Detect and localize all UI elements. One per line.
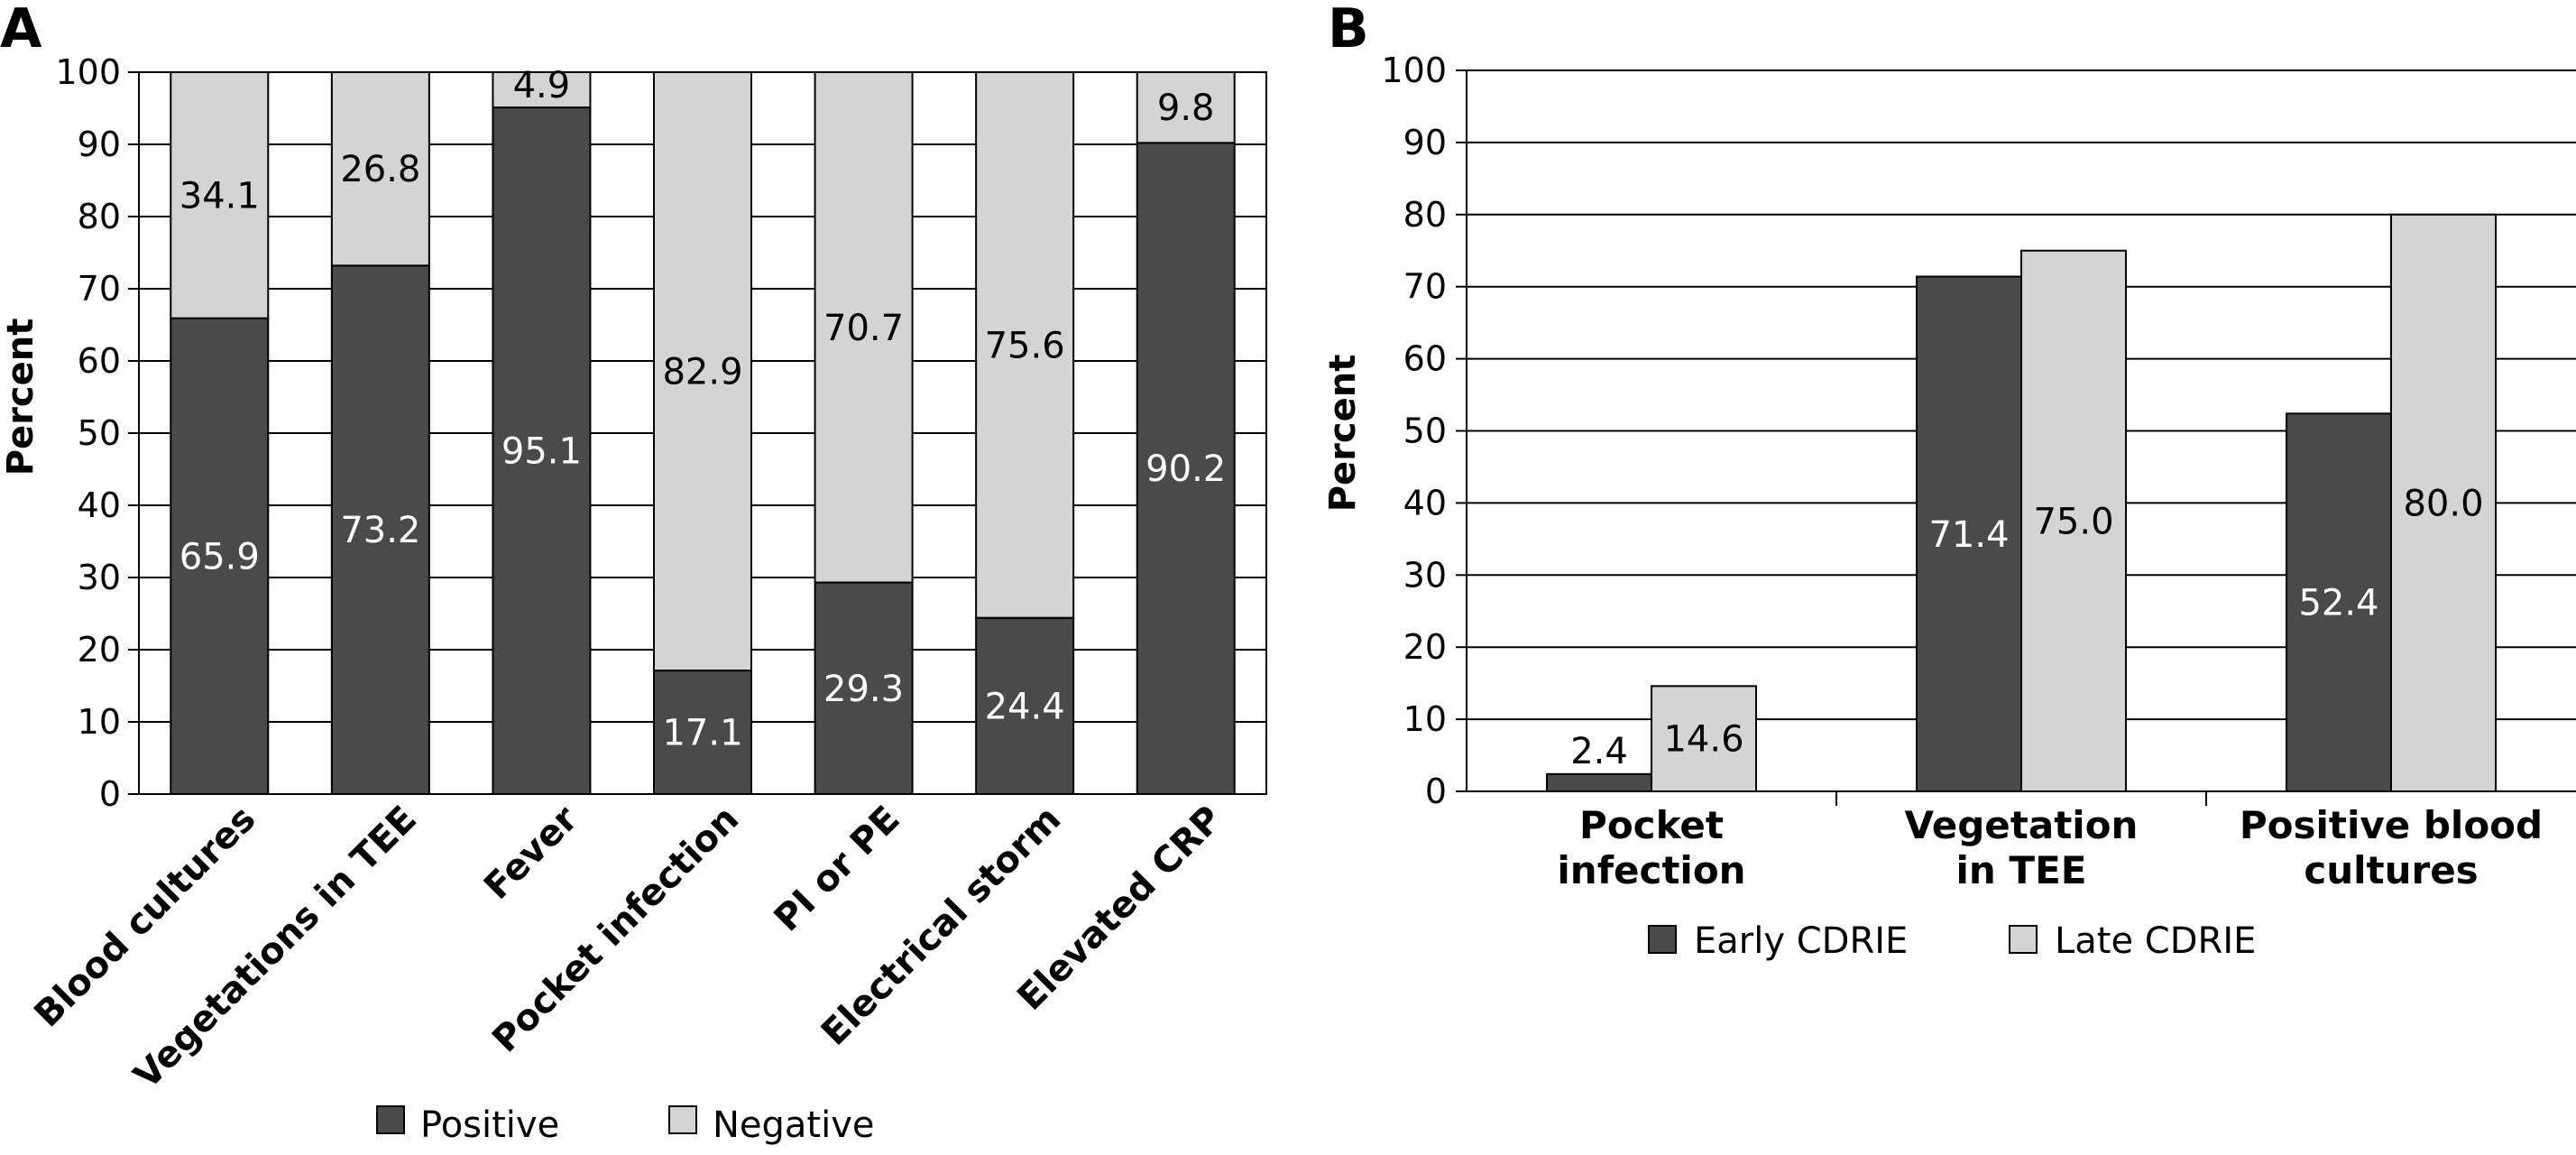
- panel-a-category-label: Vegetations in TEE: [126, 799, 425, 1097]
- panel-a-ytick-label: 100: [55, 52, 121, 92]
- panel-a-data-label-negative: 82.9: [662, 352, 742, 393]
- panel-b-category-label: infection: [1557, 848, 1745, 892]
- panel-a-data-label-negative: 75.6: [985, 325, 1065, 366]
- panel-b: 0 10 20 30 40 50 60 70 80 90 100 2.4 14.6 Pocketinfec…: [1381, 51, 2576, 962]
- panel-a-data-label-negative: 4.9: [513, 65, 571, 106]
- panel-a-ytick-label: 90: [78, 125, 121, 164]
- panel-a-legend-label: Negative: [713, 1104, 875, 1146]
- panel-a-ylabel: Percent: [0, 319, 41, 476]
- panel-b-ytick-label: 30: [1403, 555, 1447, 595]
- panel-a-data-label-positive: 90.2: [1145, 448, 1226, 490]
- panel-b-ytick-label: 20: [1403, 627, 1447, 667]
- panel-b-category-label: Vegetation: [1905, 803, 2139, 847]
- panel-a-ytick-label: 80: [78, 197, 121, 236]
- panel-a-data-label-positive: 73.2: [340, 510, 420, 551]
- panel-b-bar-early: [1916, 275, 2022, 793]
- panel-a-legend-label: Positive: [420, 1104, 559, 1146]
- panel-a-ytick-label: 50: [78, 413, 121, 453]
- panel-b-ytick-label: 50: [1403, 411, 1447, 451]
- panel-a-bar-negative: [653, 71, 752, 672]
- panel-b-ytick-label: 90: [1403, 123, 1447, 162]
- panel-b-legend-swatch: [1648, 925, 1677, 954]
- panel-b-bar-early: [1546, 772, 1652, 792]
- panel-b-category-label: in TEE: [1956, 848, 2087, 892]
- panel-a-bar-positive: [330, 264, 430, 795]
- panel-b-data-label: 75.0: [2033, 501, 2113, 542]
- panel-b-category-label: cultures: [2304, 848, 2478, 892]
- panel-b-category-label: Pocket: [1579, 803, 1724, 847]
- panel-b-legend-label: Early CDRIE: [1694, 920, 1908, 962]
- panel-a-data-label-positive: 65.9: [179, 536, 260, 578]
- panel-a-bar-positive: [653, 670, 752, 796]
- panel-b-ytick-label: 40: [1403, 483, 1447, 522]
- panel-a-data-label-negative: 34.1: [179, 175, 260, 217]
- panel-a-ytick-label: 10: [78, 702, 121, 742]
- panel-b-ylabel: Percent: [1322, 355, 1364, 513]
- panel-b-letter: B: [1328, 0, 1369, 60]
- panel-b-ytick-label: 0: [1425, 772, 1447, 811]
- panel-a-bar-negative: [975, 71, 1075, 619]
- panel-a-bar-positive: [492, 106, 592, 795]
- panel-a-data-label-negative: 70.7: [823, 308, 904, 349]
- panel-a-bar-positive: [975, 616, 1075, 795]
- panel-a-ytick-label: 60: [78, 341, 121, 381]
- panel-a-data-label-positive: 95.1: [501, 431, 582, 473]
- panel-a-data-label-negative: 26.8: [340, 149, 420, 190]
- panel-a-bar-negative: [814, 71, 914, 584]
- panel-a-bar-positive: [814, 581, 914, 795]
- panel-b-legend-label: Late CDRIE: [2055, 920, 2256, 962]
- panel-b-data-label: 71.4: [1928, 514, 2009, 556]
- panel-b-ytick-label: 10: [1403, 699, 1447, 739]
- panel-b-bar-late: [2390, 213, 2497, 793]
- panel-a-data-label-negative: 9.8: [1157, 88, 1215, 129]
- panel-b-bar-early: [2286, 412, 2392, 792]
- panel-a-data-label-positive: 17.1: [662, 713, 742, 754]
- panel-b-ytick-label: 100: [1381, 51, 1447, 90]
- panel-a-legend-swatch: [668, 1105, 697, 1134]
- panel-b-ytick-label: 80: [1403, 195, 1447, 235]
- panel-b-data-label: 2.4: [1570, 731, 1628, 772]
- panel-b-data-label: 52.4: [2298, 583, 2378, 624]
- panel-b-legend-swatch: [2009, 925, 2038, 954]
- panel-a-bar-positive: [1136, 142, 1236, 795]
- panel-a-legend-swatch: [376, 1105, 405, 1134]
- panel-a-ytick-label: 0: [99, 774, 121, 814]
- panel-a-ytick-label: 20: [78, 630, 121, 670]
- panel-b-bar-late: [2020, 249, 2127, 792]
- panel-a-ytick-label: 70: [78, 269, 121, 309]
- panel-a-ytick-label: 40: [78, 485, 121, 525]
- panel-a-letter: A: [0, 0, 42, 60]
- panel-b-data-label: 14.6: [1663, 719, 1743, 761]
- panel-a-category-label: Fever: [476, 798, 586, 908]
- panel-b-category-label: Positive blood: [2240, 803, 2543, 847]
- panel-b-data-label: 80.0: [2403, 483, 2483, 524]
- panel-a-data-label-positive: 24.4: [985, 686, 1065, 727]
- panel-b-ytick-label: 60: [1403, 339, 1447, 379]
- panel-a-category-label: PI or PE: [767, 799, 908, 940]
- panel-a-data-label-positive: 29.3: [823, 669, 904, 710]
- panel-b-ytick-label: 70: [1403, 267, 1447, 307]
- panel-a-ytick-label: 30: [78, 558, 121, 597]
- panel-a-bar-negative: [1136, 71, 1236, 144]
- panel-a-frame: [138, 71, 1267, 795]
